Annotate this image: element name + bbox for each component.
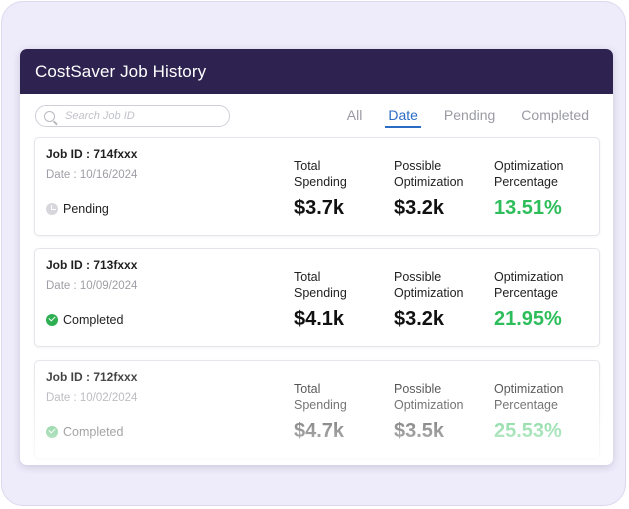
toolbar: All Date Pending Completed bbox=[20, 94, 613, 138]
possible-optimization-value: $3.5k bbox=[394, 420, 445, 442]
tab-pending[interactable]: Pending bbox=[443, 107, 496, 123]
panel-title: CostSaver Job History bbox=[35, 61, 207, 81]
job-id: Job ID : 714fxxx bbox=[46, 147, 138, 161]
total-spending-value: $4.7k bbox=[294, 420, 345, 442]
possible-optimization: Possible Optimization $3.2k bbox=[394, 269, 484, 331]
status-badge: Completed bbox=[46, 425, 123, 439]
search-input[interactable] bbox=[63, 109, 217, 123]
status-label: Completed bbox=[63, 313, 124, 327]
total-spending-value: $3.7k bbox=[294, 197, 345, 219]
possible-optimization-label: Possible Optimization bbox=[394, 270, 464, 300]
optimization-percentage-value: 13.51% bbox=[494, 197, 562, 219]
total-spending-value: $4.1k bbox=[294, 308, 345, 330]
job-date: Date : 10/02/2024 bbox=[46, 392, 138, 404]
tab-date[interactable]: Date bbox=[385, 107, 421, 128]
optimization-percentage: Optimization Percentage 13.51% bbox=[494, 158, 584, 220]
total-spending: Total Spending $4.7k bbox=[294, 381, 384, 443]
job-card[interactable]: Job ID : 712fxxx Date : 10/02/2024 Compl… bbox=[34, 360, 600, 459]
tab-completed[interactable]: Completed bbox=[521, 107, 589, 123]
job-id: Job ID : 712fxxx bbox=[46, 370, 138, 384]
total-spending-label: Total Spending bbox=[294, 382, 347, 412]
job-date: Date : 10/16/2024 bbox=[46, 169, 138, 181]
check-circle-icon bbox=[46, 426, 58, 438]
check-circle-icon bbox=[46, 314, 58, 326]
job-id: Job ID : 713fxxx bbox=[46, 258, 138, 272]
possible-optimization-value: $3.2k bbox=[394, 308, 445, 330]
job-date: Date : 10/09/2024 bbox=[46, 280, 138, 292]
possible-optimization: Possible Optimization $3.2k bbox=[394, 158, 484, 220]
panel-header: CostSaver Job History bbox=[20, 49, 613, 94]
job-card[interactable]: Job ID : 714fxxx Date : 10/16/2024 Pendi… bbox=[34, 137, 600, 236]
total-spending-label: Total Spending bbox=[294, 159, 347, 189]
tab-all[interactable]: All bbox=[346, 107, 363, 123]
filter-tabs: All Date Pending Completed bbox=[324, 107, 592, 128]
possible-optimization-value: $3.2k bbox=[394, 197, 445, 219]
optimization-percentage-value: 21.95% bbox=[494, 308, 562, 330]
status-label: Completed bbox=[63, 425, 124, 439]
optimization-percentage-label: Optimization Percentage bbox=[494, 159, 564, 189]
optimization-percentage-label: Optimization Percentage bbox=[494, 270, 564, 300]
total-spending: Total Spending $4.1k bbox=[294, 269, 384, 331]
job-card[interactable]: Job ID : 713fxxx Date : 10/09/2024 Compl… bbox=[34, 248, 600, 347]
pending-icon bbox=[46, 203, 58, 215]
possible-optimization-label: Possible Optimization bbox=[394, 382, 464, 412]
search-icon bbox=[44, 110, 55, 122]
optimization-percentage-label: Optimization Percentage bbox=[494, 382, 564, 412]
status-badge: Pending bbox=[46, 202, 109, 216]
total-spending: Total Spending $3.7k bbox=[294, 158, 384, 220]
search-box[interactable] bbox=[35, 105, 230, 127]
total-spending-label: Total Spending bbox=[294, 270, 347, 300]
possible-optimization-label: Possible Optimization bbox=[394, 159, 464, 189]
status-label: Pending bbox=[63, 202, 109, 216]
status-badge: Completed bbox=[46, 313, 123, 327]
optimization-percentage: Optimization Percentage 21.95% bbox=[494, 269, 584, 331]
job-history-panel: CostSaver Job History All Date Pending C… bbox=[20, 49, 613, 465]
possible-optimization: Possible Optimization $3.5k bbox=[394, 381, 484, 443]
optimization-percentage: Optimization Percentage 25.53% bbox=[494, 381, 584, 443]
optimization-percentage-value: 25.53% bbox=[494, 420, 562, 442]
